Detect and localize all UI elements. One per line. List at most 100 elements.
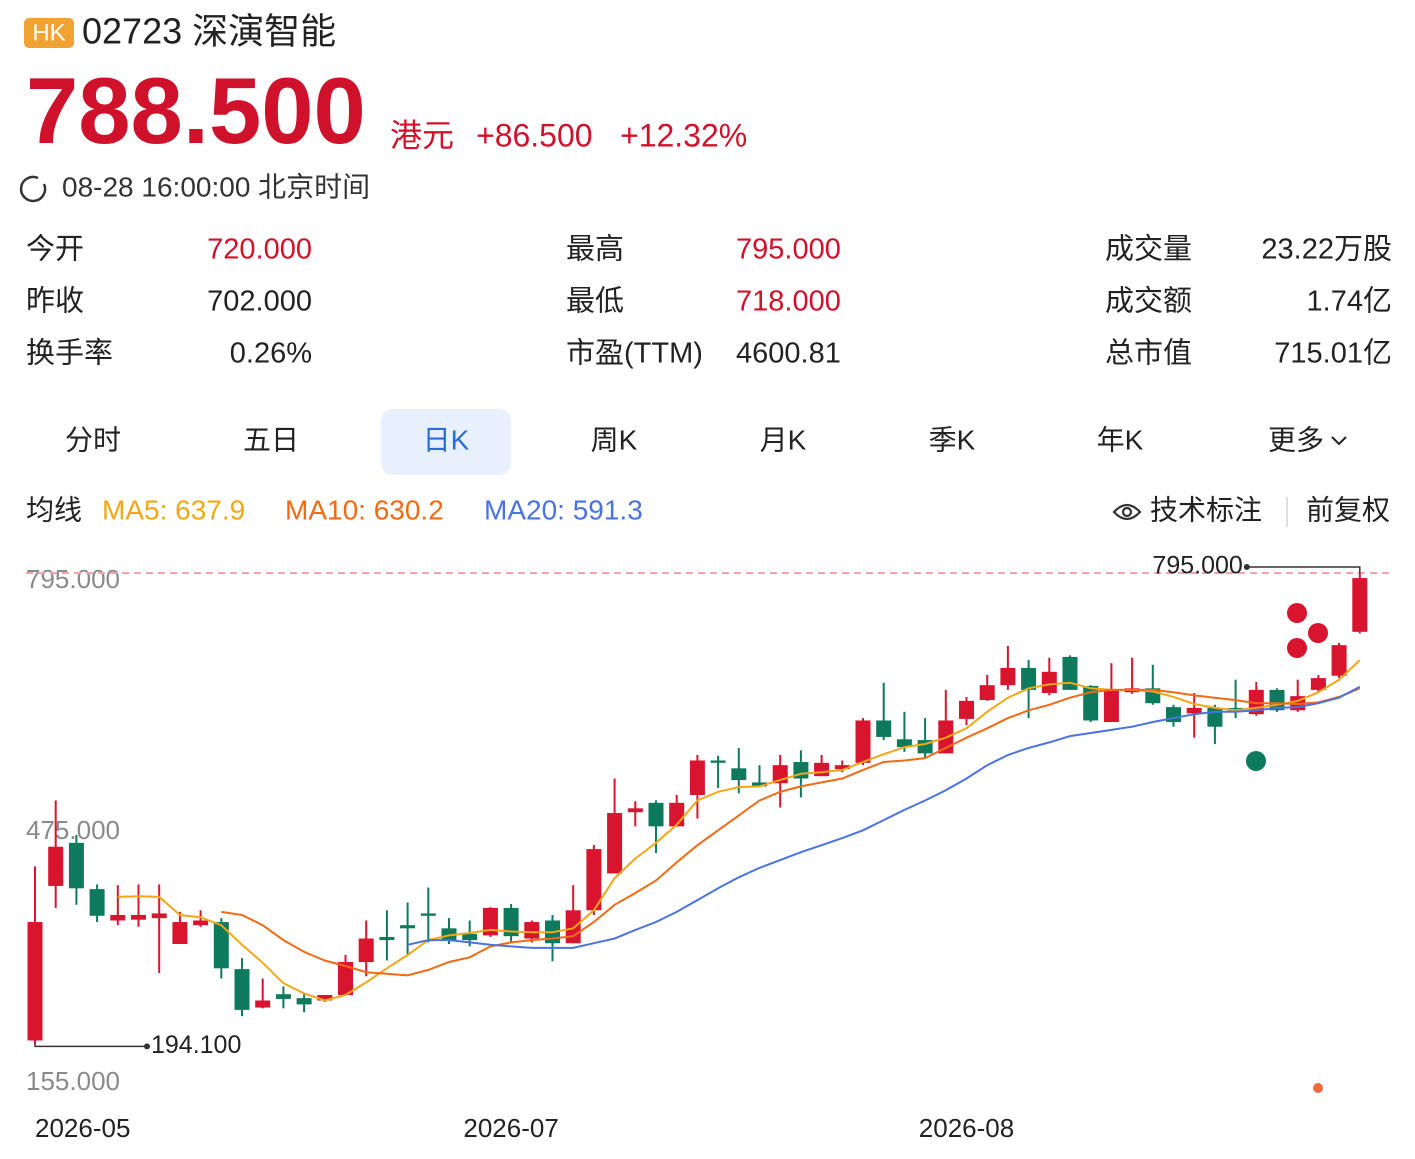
stat-value: 0.26% (230, 338, 312, 370)
stat-value: 23.22万股 (1261, 234, 1392, 266)
tab[interactable]: 周K (591, 424, 638, 455)
annotation-label: 795.000 (1152, 552, 1242, 580)
tab-active-bg (381, 409, 511, 475)
candle-body[interactable] (400, 925, 416, 929)
candle-body[interactable] (462, 933, 478, 941)
tab[interactable]: 分时 (65, 424, 121, 455)
candle-body[interactable] (627, 808, 643, 813)
tab[interactable]: 日K (423, 424, 470, 455)
ma-legend: MA10: 630.2 (285, 494, 444, 525)
candle-body[interactable] (234, 969, 250, 1010)
ma-line (117, 659, 1361, 1002)
candle-body[interactable] (834, 765, 850, 770)
candle-body[interactable] (814, 762, 830, 777)
y-tick-label: 155.000 (26, 1066, 120, 1096)
stat-label: 成交量 (1105, 233, 1192, 266)
stat-value: 795.000 (736, 234, 841, 266)
event-marker[interactable] (1287, 603, 1307, 623)
price-change-pct: +12.32% (620, 117, 747, 153)
eye-icon[interactable] (1112, 503, 1142, 521)
event-marker[interactable] (1246, 751, 1266, 771)
candle-body[interactable] (420, 913, 436, 916)
stat-value: 4600.81 (736, 338, 841, 370)
event-dot (1313, 1083, 1323, 1093)
candle-body[interactable] (338, 962, 353, 995)
candle-body[interactable] (110, 914, 126, 921)
candle-body[interactable] (48, 846, 64, 886)
candle-body[interactable] (607, 813, 623, 874)
eye-pupil (1121, 506, 1133, 518)
candle-body[interactable] (1352, 578, 1368, 632)
tab[interactable]: 五日 (243, 424, 299, 455)
candle-body[interactable] (358, 938, 374, 963)
stat-label: 最高 (566, 233, 624, 266)
currency: 港元 (390, 117, 454, 153)
candle-body[interactable] (1000, 667, 1016, 686)
x-tick-label: 2026-08 (919, 1113, 1014, 1143)
candle-body[interactable] (1103, 689, 1119, 723)
y-tick-label: 795.000 (26, 564, 120, 594)
stat-value: 720.000 (207, 234, 312, 266)
candle-body[interactable] (648, 802, 664, 827)
ma-line (407, 685, 1361, 949)
candle-body[interactable] (1331, 645, 1347, 676)
candle-body[interactable] (503, 907, 519, 937)
candle-body[interactable] (979, 685, 995, 701)
stat-value: 715.01亿 (1274, 337, 1392, 370)
candle-body[interactable] (1021, 667, 1037, 690)
tab[interactable]: 季K (929, 424, 976, 455)
candle-body[interactable] (275, 994, 291, 999)
candle-body[interactable] (855, 720, 871, 763)
candle-body[interactable] (959, 700, 974, 719)
candle-body[interactable] (586, 849, 602, 911)
stat-value: 1.74亿 (1307, 285, 1392, 318)
tab[interactable]: 月K (760, 424, 807, 455)
candle-body[interactable] (1186, 707, 1202, 714)
candle-body[interactable] (68, 842, 84, 889)
event-marker[interactable] (1287, 638, 1307, 658)
annotation-dot (144, 1043, 150, 1050)
stat-label: 今开 (26, 233, 84, 266)
candle-body[interactable] (896, 739, 912, 748)
candle-body[interactable] (1207, 707, 1223, 727)
candle-body[interactable] (1041, 671, 1057, 694)
candle-body[interactable] (752, 782, 767, 787)
candle-body[interactable] (876, 720, 892, 737)
stat-label: 总市值 (1105, 337, 1192, 370)
candle-body[interactable] (669, 802, 685, 827)
candle-body[interactable] (689, 760, 705, 795)
candle-body[interactable] (27, 922, 43, 1041)
candle-body[interactable] (296, 998, 312, 1005)
candle-body[interactable] (131, 914, 146, 920)
candle-body[interactable] (1062, 656, 1078, 690)
chevron (1331, 436, 1347, 446)
candle-body[interactable] (317, 994, 333, 1001)
candle-body[interactable] (565, 910, 581, 944)
candle-body[interactable] (89, 889, 105, 916)
tab[interactable]: 年K (1097, 424, 1144, 455)
tab[interactable]: 更多 (1268, 424, 1324, 455)
candle-body[interactable] (213, 922, 229, 969)
ma-legend: MA20: 591.3 (484, 494, 643, 525)
candle-body[interactable] (255, 1000, 271, 1008)
candle-body[interactable] (172, 922, 188, 945)
candle-body[interactable] (193, 920, 209, 926)
candle-body[interactable] (482, 907, 498, 936)
annotation-leader (34, 1044, 147, 1048)
candle-body[interactable] (524, 922, 540, 939)
candle-body[interactable] (1083, 685, 1099, 721)
candle-body[interactable] (710, 760, 726, 763)
tool-adjust[interactable]: 前复权 (1306, 494, 1390, 525)
clock-icon (19, 175, 47, 203)
candle-body[interactable] (1310, 678, 1326, 690)
candle-body[interactable] (731, 768, 747, 781)
candle-body[interactable] (441, 928, 457, 941)
annotation-leader (1246, 566, 1361, 573)
eye-outline (1112, 503, 1142, 521)
stats: 今开 720.000 昨收 702.000 换手率 0.26% 最高 795.000 最低 718… (26, 233, 1392, 370)
event-marker[interactable] (1308, 623, 1328, 643)
candle-body[interactable] (151, 913, 167, 919)
tool-annotate[interactable]: 技术标注 (1150, 494, 1262, 525)
candle-body[interactable] (379, 936, 395, 941)
